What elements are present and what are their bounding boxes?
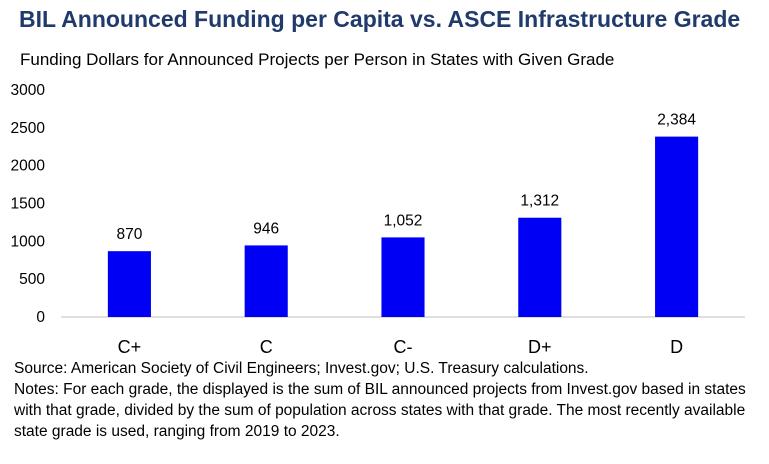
y-tick-label: 1000 [11,233,46,250]
footnotes: Source: American Society of Civil Engine… [14,358,764,442]
bar [655,136,699,317]
chart-title: BIL Announced Funding per Capita vs. ASC… [19,6,741,32]
bar [244,245,288,317]
x-tick-label: C+ [118,337,142,357]
bar-chart: 0 500 1000 1500 2000 2500 3000 870 C+ 946 C 1,052 C-… [11,82,745,357]
data-label: 870 [116,226,142,243]
x-tick-label: D [670,337,683,357]
data-label: 1,312 [520,193,559,210]
source-note: Source: American Society of Civil Engine… [14,360,589,377]
y-tick-label: 1500 [11,196,46,213]
y-tick-label: 3000 [11,82,46,99]
y-tick-label: 500 [19,271,45,288]
bar [518,217,562,317]
bar [107,251,151,317]
x-tick-label: D+ [528,337,552,357]
data-label: 2,384 [657,112,696,129]
y-tick-label: 0 [36,309,45,326]
data-label: 1,052 [384,212,423,229]
chart-subtitle: Funding Dollars for Announced Projects p… [20,50,615,69]
data-label: 946 [253,220,279,237]
notes-text: Notes: For each grade, the displayed is … [14,381,746,440]
bar [381,237,425,317]
x-tick-label: C- [394,337,413,357]
y-tick-label: 2500 [11,120,46,137]
x-tick-label: C [260,337,273,357]
y-tick-label: 2000 [11,158,46,175]
